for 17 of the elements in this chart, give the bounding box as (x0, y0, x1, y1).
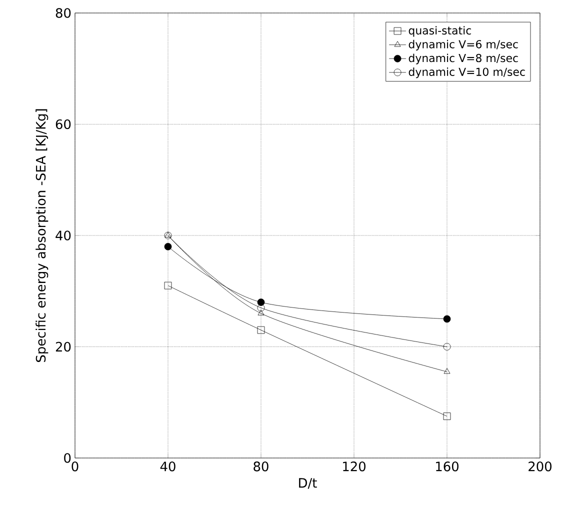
y-tick-label: 0 (64, 453, 71, 463)
x-tick-label: 120 (343, 462, 366, 472)
x-tick-label: 0 (72, 462, 78, 472)
x-tick-label: 80 (254, 462, 268, 472)
legend-label: dynamic V=8 m/sec (408, 54, 518, 64)
y-tick-label: 20 (56, 342, 71, 352)
x-tick-label: 160 (436, 462, 458, 472)
y-tick-label: 40 (56, 230, 71, 240)
legend-label: quasi-static (408, 26, 471, 37)
x-axis-title: D/t (299, 478, 317, 489)
x-tick-label: 40 (160, 462, 176, 472)
y-tick-label: 60 (56, 119, 71, 130)
x-tick-label: 200 (528, 462, 552, 472)
legend-label: dynamic V=10 m/sec (408, 68, 525, 78)
y-tick-label: 80 (56, 8, 71, 18)
legend-label: dynamic V=6 m/sec (408, 40, 518, 50)
y-axis-title: Specific energy absorption -SEA [KJ/Kg] (36, 109, 48, 362)
